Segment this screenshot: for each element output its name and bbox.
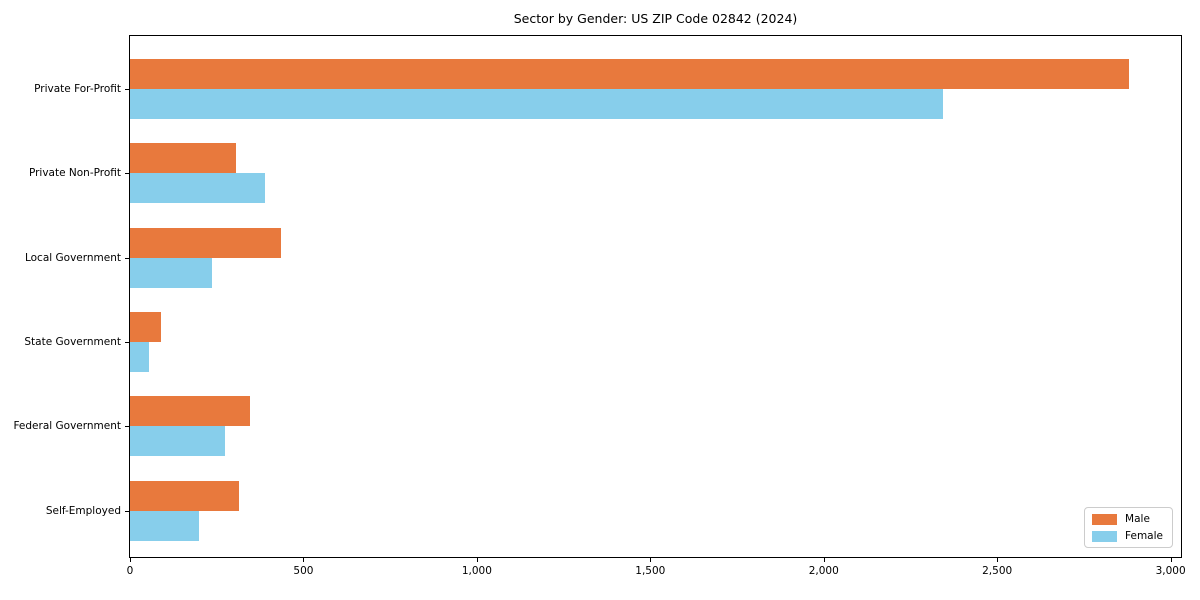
bar-female-local-government [130, 257, 212, 288]
x-tick-label-1-000: 1,000 [461, 565, 492, 577]
bar-male-state-government [130, 312, 162, 343]
bar-female-private-for-profit [130, 89, 944, 119]
bar-female-federal-government [130, 426, 226, 457]
x-tick-label-3-000: 3,000 [1155, 565, 1186, 577]
y-tick-mark [125, 173, 130, 175]
x-tick-mark [997, 557, 999, 562]
y-tick-mark [125, 342, 130, 344]
x-tick-label-2-000: 2,000 [808, 565, 839, 577]
legend: Male Female [1084, 507, 1173, 548]
y-tick-label-state-government: State Government [24, 336, 121, 349]
bar-male-private-non-profit [130, 143, 236, 174]
y-tick-label-private-non-profit: Private Non-Profit [28, 167, 121, 180]
bar-female-private-non-profit [130, 173, 266, 204]
x-tick-mark [650, 557, 652, 562]
y-tick-mark [125, 89, 130, 90]
y-tick-label-private-for-profit: Private For-Profit [34, 83, 121, 95]
x-tick-label-500: 500 [293, 565, 314, 577]
bar-male-private-for-profit [130, 59, 1129, 89]
x-tick-mark [476, 557, 478, 562]
x-tick-label-1-500: 1,500 [635, 565, 666, 577]
legend-swatch-male [1092, 513, 1118, 525]
x-tick-label-0: 0 [126, 565, 134, 577]
bar-male-local-government [130, 227, 281, 258]
y-tick-label-federal-government: Federal Government [13, 420, 121, 433]
legend-label-male: Male [1125, 513, 1150, 525]
plot-area: Male Female Private For-Profit Private Non… [13, 35, 1186, 577]
x-tick-mark [823, 557, 825, 562]
legend-swatch-female [1092, 530, 1118, 542]
y-tick-label-local-government: Local Government [24, 251, 121, 264]
legend-entry-female: Female [1092, 530, 1163, 542]
bar-male-federal-government [130, 396, 250, 427]
x-tick-mark [130, 557, 131, 562]
y-tick-mark [125, 510, 130, 512]
x-tick-mark [303, 557, 305, 562]
y-tick-label-self-employed: Self-Employed [45, 504, 121, 517]
bar-female-self-employed [130, 510, 200, 541]
y-tick-mark [125, 426, 130, 428]
legend-entry-male: Male [1092, 513, 1163, 525]
x-tick-label-2-500: 2,500 [982, 565, 1013, 577]
bar-male-self-employed [130, 480, 240, 511]
y-tick-mark [125, 257, 130, 259]
chart-title: Sector by Gender: US ZIP Code 02842 (202… [513, 11, 798, 26]
legend-label-female: Female [1125, 530, 1163, 542]
x-tick-mark [1170, 557, 1172, 562]
bar-female-state-government [130, 342, 150, 373]
